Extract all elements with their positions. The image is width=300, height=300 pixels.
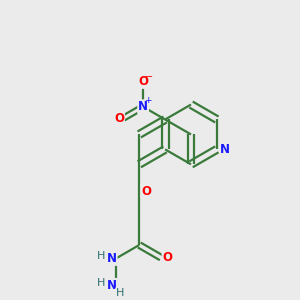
Text: O: O xyxy=(141,185,152,198)
Text: O: O xyxy=(138,75,148,88)
Text: O: O xyxy=(163,251,172,264)
Text: N: N xyxy=(138,100,148,113)
Text: H: H xyxy=(97,278,105,287)
Text: −: − xyxy=(145,72,153,82)
Text: H: H xyxy=(116,288,124,298)
Text: N: N xyxy=(107,279,117,292)
Text: N: N xyxy=(107,252,117,265)
Text: N: N xyxy=(220,143,230,156)
Text: O: O xyxy=(114,112,124,125)
Text: H: H xyxy=(97,251,105,261)
Text: +: + xyxy=(144,96,151,105)
